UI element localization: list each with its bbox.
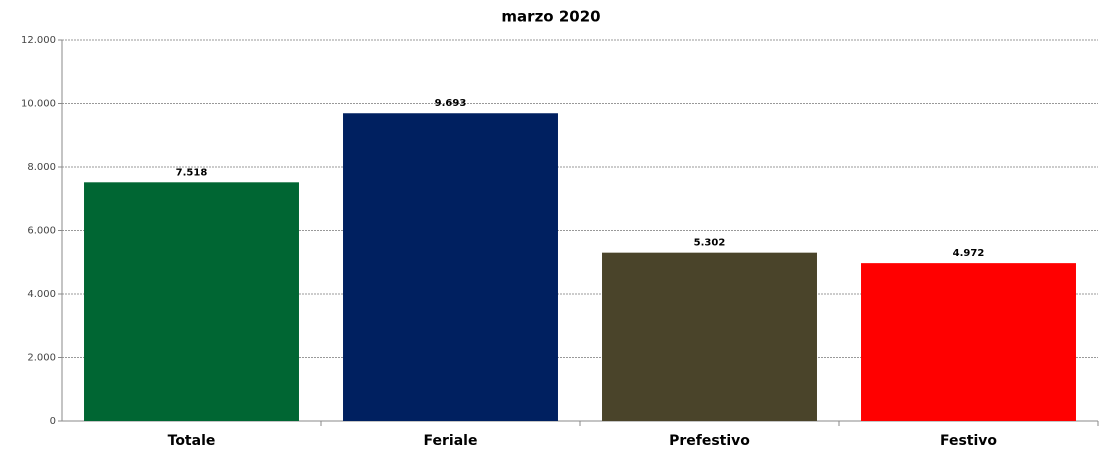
y-tick-label: 6.000: [27, 226, 56, 237]
value-label: 4.972: [953, 248, 985, 259]
bar: [84, 182, 299, 421]
y-tick-label: 4.000: [27, 289, 56, 300]
bar: [861, 263, 1076, 421]
value-label: 7.518: [176, 167, 208, 178]
y-tick-label: 8.000: [27, 162, 56, 173]
y-tick-label: 12.000: [21, 35, 56, 46]
bar: [602, 252, 817, 421]
x-tick-label: Feriale: [424, 433, 478, 449]
y-tick-label: 10.000: [21, 99, 56, 110]
y-tick-label: 2.000: [27, 353, 56, 364]
bar: [343, 113, 558, 421]
x-tick-label: Festivo: [940, 433, 997, 449]
x-tick-label: Prefestivo: [669, 433, 750, 449]
value-label: 5.302: [694, 238, 726, 249]
value-label: 9.693: [435, 98, 467, 109]
x-tick-label: Totale: [168, 433, 216, 449]
chart-title: marzo 2020: [501, 8, 600, 26]
y-tick-label: 0: [50, 416, 56, 427]
